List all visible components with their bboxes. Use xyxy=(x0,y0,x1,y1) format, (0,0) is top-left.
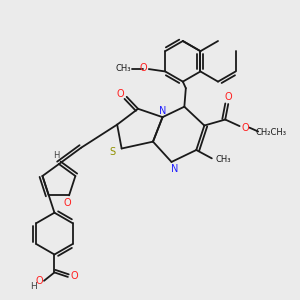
Text: N: N xyxy=(160,106,167,116)
Text: O: O xyxy=(241,123,249,133)
Text: O: O xyxy=(64,198,71,208)
Text: S: S xyxy=(110,147,116,157)
Text: CH₃: CH₃ xyxy=(215,155,231,164)
Text: H: H xyxy=(30,282,37,291)
Text: O: O xyxy=(139,64,147,74)
Text: CH₂CH₃: CH₂CH₃ xyxy=(255,128,286,136)
Text: O: O xyxy=(36,276,43,286)
Text: O: O xyxy=(116,89,124,99)
Text: O: O xyxy=(224,92,232,101)
Text: H: H xyxy=(53,151,59,160)
Text: N: N xyxy=(171,164,178,173)
Text: O: O xyxy=(70,271,78,281)
Text: CH₃: CH₃ xyxy=(115,64,130,73)
